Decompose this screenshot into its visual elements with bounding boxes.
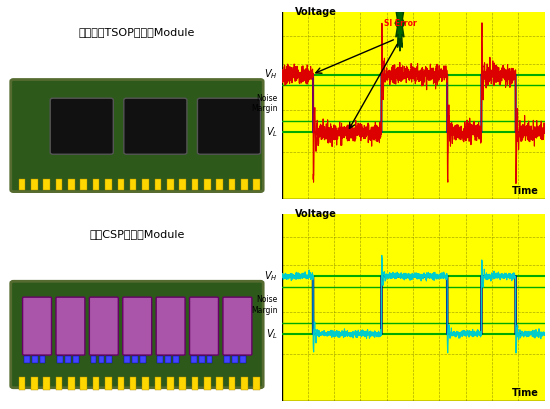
- Text: 使用傳統TSOP封裝的Module: 使用傳統TSOP封裝的Module: [79, 27, 195, 37]
- Bar: [179, 178, 186, 190]
- Bar: [24, 356, 30, 364]
- Bar: [241, 178, 248, 190]
- Text: Time: Time: [513, 388, 539, 398]
- Bar: [132, 356, 138, 364]
- Bar: [240, 356, 246, 364]
- Polygon shape: [395, 0, 405, 51]
- Text: $V_H$: $V_H$: [264, 270, 278, 283]
- FancyBboxPatch shape: [197, 98, 261, 154]
- FancyBboxPatch shape: [123, 297, 152, 355]
- Bar: [65, 356, 71, 364]
- Bar: [142, 178, 149, 190]
- Bar: [191, 356, 197, 364]
- FancyBboxPatch shape: [89, 297, 118, 355]
- Text: Noise
Margin: Noise Margin: [251, 94, 278, 113]
- Text: SI Error: SI Error: [383, 19, 416, 28]
- Text: Voltage: Voltage: [295, 7, 337, 17]
- Text: $V_L$: $V_L$: [266, 327, 278, 341]
- Bar: [56, 377, 62, 390]
- Bar: [241, 377, 248, 390]
- Bar: [155, 377, 161, 390]
- Bar: [167, 178, 173, 190]
- Bar: [157, 356, 163, 364]
- FancyBboxPatch shape: [11, 79, 263, 191]
- Bar: [93, 178, 100, 190]
- Bar: [68, 178, 75, 190]
- Bar: [32, 356, 37, 364]
- Bar: [191, 178, 198, 190]
- FancyBboxPatch shape: [50, 98, 113, 154]
- Bar: [31, 377, 37, 390]
- Bar: [107, 356, 112, 364]
- Text: $V_L$: $V_L$: [266, 125, 278, 139]
- Text: Time: Time: [513, 186, 539, 196]
- Bar: [19, 178, 25, 190]
- Bar: [224, 356, 230, 364]
- Bar: [173, 356, 179, 364]
- Bar: [254, 377, 260, 390]
- Bar: [229, 377, 235, 390]
- FancyBboxPatch shape: [23, 297, 52, 355]
- FancyBboxPatch shape: [223, 297, 252, 355]
- Bar: [199, 356, 205, 364]
- Bar: [43, 178, 50, 190]
- Bar: [93, 377, 100, 390]
- Text: 使用CSP封裝的Module: 使用CSP封裝的Module: [89, 229, 185, 239]
- Bar: [19, 377, 25, 390]
- Text: $V_H$: $V_H$: [264, 67, 278, 81]
- Bar: [68, 377, 75, 390]
- Bar: [204, 377, 211, 390]
- Bar: [229, 178, 235, 190]
- Bar: [216, 377, 223, 390]
- Bar: [31, 178, 37, 190]
- Bar: [216, 178, 223, 190]
- Bar: [40, 356, 46, 364]
- Text: Voltage: Voltage: [295, 209, 337, 219]
- Bar: [191, 377, 198, 390]
- FancyBboxPatch shape: [56, 297, 85, 355]
- Bar: [204, 178, 211, 190]
- FancyBboxPatch shape: [190, 297, 218, 355]
- Bar: [167, 377, 173, 390]
- Text: Noise
Margin: Noise Margin: [251, 295, 278, 315]
- Bar: [57, 356, 63, 364]
- Bar: [98, 356, 105, 364]
- FancyBboxPatch shape: [156, 297, 185, 355]
- Bar: [142, 377, 149, 390]
- Bar: [155, 178, 161, 190]
- Bar: [105, 377, 112, 390]
- Bar: [118, 377, 124, 390]
- Bar: [73, 356, 79, 364]
- Bar: [105, 178, 112, 190]
- Bar: [91, 356, 96, 364]
- Bar: [118, 178, 124, 190]
- Bar: [80, 178, 87, 190]
- Bar: [80, 377, 87, 390]
- Bar: [207, 356, 212, 364]
- Bar: [140, 356, 146, 364]
- Bar: [254, 178, 260, 190]
- Bar: [232, 356, 238, 364]
- Bar: [179, 377, 186, 390]
- Bar: [130, 377, 136, 390]
- Bar: [56, 178, 62, 190]
- FancyBboxPatch shape: [11, 281, 263, 388]
- Bar: [130, 178, 136, 190]
- Bar: [166, 356, 171, 364]
- Bar: [124, 356, 130, 364]
- Bar: [43, 377, 50, 390]
- FancyBboxPatch shape: [124, 98, 187, 154]
